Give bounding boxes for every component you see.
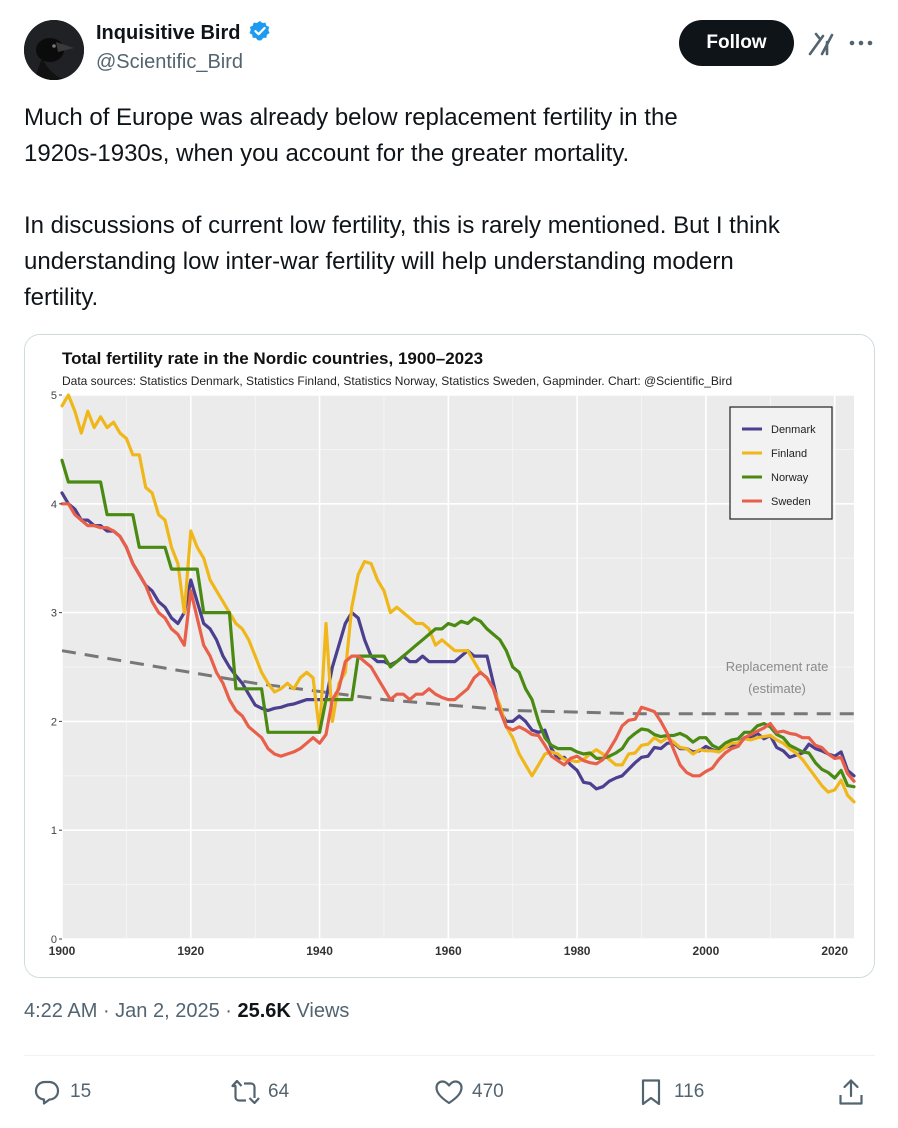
fertility-chart: Total fertility rate in the Nordic count…: [25, 335, 874, 977]
y-tick-label: 2: [51, 716, 57, 728]
grok-icon[interactable]: [806, 28, 836, 58]
y-tick-label: 4: [51, 499, 57, 511]
bookmark-icon: [641, 1079, 661, 1106]
action-bar: 15 64 470 116: [24, 1070, 875, 1114]
x-tick-label: 1900: [49, 944, 76, 958]
x-tick-label: 1920: [177, 944, 204, 958]
author-display-name[interactable]: Inquisitive Bird: [96, 22, 241, 44]
repost-count: 64: [268, 1081, 290, 1102]
axis-tick-labels: 0 1 2 3 4 5 1900 1920 1940 1960 1980 2000 2020: [49, 390, 849, 958]
heart-icon: [435, 1080, 463, 1105]
x-tick-label: 2000: [693, 944, 720, 958]
author-handle[interactable]: @Scientific_Bird: [96, 51, 244, 73]
raven-avatar-icon: [24, 20, 84, 80]
repost-button[interactable]: 64: [230, 1070, 289, 1114]
reply-button[interactable]: 15: [32, 1070, 91, 1114]
tweet-time[interactable]: 4:22 AM: [24, 1000, 98, 1022]
reply-count: 15: [70, 1081, 92, 1102]
avatar[interactable]: [24, 20, 84, 80]
like-button[interactable]: 470: [434, 1070, 504, 1114]
divider: [24, 1055, 875, 1056]
x-tick-label: 2020: [821, 944, 848, 958]
tweet-header: Inquisitive Bird @Scientific_Bird Follow: [24, 18, 874, 82]
replacement-rate-line: [61, 649, 854, 716]
chart-image[interactable]: Total fertility rate in the Nordic count…: [24, 334, 875, 978]
y-tick-label: 5: [51, 390, 57, 402]
repost-icon: [231, 1079, 260, 1105]
grid-lines: [61, 394, 854, 940]
replacement-rate-dashed-line: [61, 649, 854, 716]
meta-separator: ·: [102, 1000, 116, 1022]
series-line-finland: [60, 393, 856, 804]
views-label: Views: [296, 1000, 350, 1022]
chart-subtitle: Data sources: Statistics Denmark, Statis…: [62, 374, 732, 388]
chart-title: Total fertility rate in the Nordic count…: [62, 349, 483, 368]
bookmark-button[interactable]: 116: [636, 1070, 704, 1114]
tweet-meta: 4:22 AM · Jan 2, 2025 · 25.6K Views: [24, 1000, 349, 1023]
views-count: 25.6K: [237, 1000, 291, 1022]
legend-label-sweden: Sweden: [771, 496, 811, 508]
tweet-paragraph-2: In discussions of current low fertility,…: [24, 212, 780, 311]
tweet-text: Much of Europe was already below replace…: [24, 100, 874, 316]
legend-label-denmark: Denmark: [771, 424, 816, 436]
more-icon[interactable]: [848, 28, 874, 58]
share-button[interactable]: [836, 1070, 866, 1114]
follow-button[interactable]: Follow: [679, 20, 794, 66]
tweet-date[interactable]: Jan 2, 2025: [115, 1000, 220, 1022]
x-tick-label: 1980: [564, 944, 591, 958]
tweet-paragraph-1: Much of Europe was already below replace…: [24, 104, 678, 167]
bookmark-count: 116: [674, 1081, 705, 1102]
legend: Denmark Finland Norway Sweden: [729, 406, 833, 520]
data-series: [60, 393, 856, 804]
reply-icon: [34, 1080, 60, 1105]
author-info: Inquisitive Bird @Scientific_Bird: [96, 20, 271, 74]
like-count: 470: [472, 1081, 504, 1102]
verified-badge-icon[interactable]: [249, 20, 271, 47]
y-tick-label: 0: [51, 934, 57, 946]
legend-label-finland: Finland: [771, 448, 807, 460]
x-tick-label: 1940: [306, 944, 333, 958]
series-line-sweden: [60, 502, 856, 783]
legend-label-norway: Norway: [771, 472, 809, 484]
y-tick-label: 1: [51, 825, 57, 837]
y-tick-label: 3: [51, 608, 57, 620]
x-tick-label: 1960: [435, 944, 462, 958]
annotation-line: (estimate): [748, 681, 806, 696]
replacement-rate-annotation: Replacement rate (estimate): [726, 659, 829, 696]
meta-separator: ·: [225, 1000, 238, 1022]
annotation-line: Replacement rate: [726, 659, 829, 674]
share-icon: [839, 1079, 863, 1105]
series-line-norway: [60, 458, 856, 789]
